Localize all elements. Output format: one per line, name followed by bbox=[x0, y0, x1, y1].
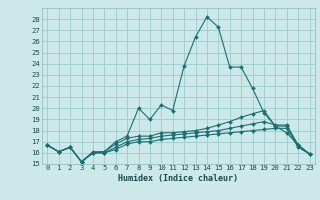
X-axis label: Humidex (Indice chaleur): Humidex (Indice chaleur) bbox=[118, 174, 238, 183]
